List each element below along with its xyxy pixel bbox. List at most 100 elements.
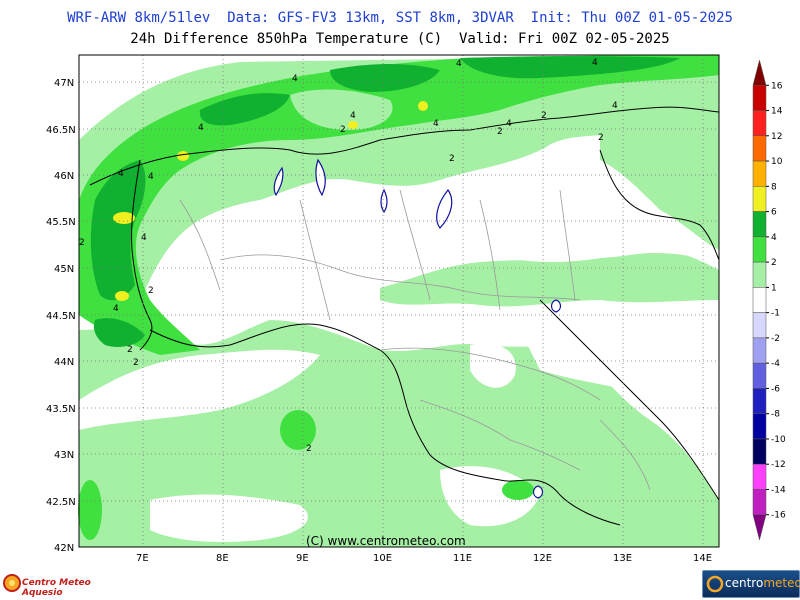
colorbar-segment (752, 287, 767, 313)
lon-label: 13E (613, 553, 632, 564)
contour-label: 2 (79, 238, 85, 248)
logo-left-text: Centro Meteo Aquesio (22, 578, 91, 598)
dark-green-core-south-west (93, 318, 145, 347)
lat-label: 45N (54, 264, 74, 275)
colorbar-tick-label: -14 (771, 485, 786, 495)
coastline-ligurian (149, 323, 621, 526)
lon-label: 11E (453, 553, 472, 564)
lon-label: 8E (216, 553, 229, 564)
map-frame (78, 54, 720, 548)
mid-green-spot-ligurian (280, 410, 316, 450)
colorbar-segment (752, 362, 767, 389)
contour-label: 2 (541, 111, 547, 121)
lon-label: 7E (136, 553, 149, 564)
white-area-tyrrhenian (79, 349, 320, 430)
contour-label: 4 (148, 172, 154, 182)
colorbar-tick-label: -16 (771, 511, 786, 521)
lat-label: 43N (54, 450, 74, 461)
white-area-central (470, 343, 516, 388)
sun-logo-icon (3, 574, 21, 592)
dark-green-core-north-1 (199, 93, 290, 126)
contour-label: 2 (133, 358, 139, 368)
lat-label: 44.5N (46, 311, 76, 322)
colorbar-tick-label: -1 (771, 309, 780, 319)
colorbar-segment (752, 211, 767, 238)
contour-label: 4 (350, 111, 356, 121)
colorbar-segment (752, 312, 767, 339)
colorbar-tick-label: 1 (771, 283, 777, 293)
lon-label: 14E (693, 553, 712, 564)
logo-centro-meteo-aquesio[interactable]: Centro Meteo Aquesio (0, 568, 110, 600)
border-slovenia (599, 149, 720, 261)
dark-green-core-north-2 (330, 64, 440, 92)
lat-label: 46.5N (46, 125, 76, 136)
colorbar-segment (752, 438, 767, 465)
colorbar-tick-label: -8 (771, 410, 780, 420)
colorbar-tick-label: 10 (771, 157, 783, 167)
contour-label: 4 (433, 119, 439, 129)
colorbar-tick-label: 4 (771, 233, 777, 243)
lake-maggiore (273, 166, 284, 197)
lat-label: 43.5N (46, 404, 76, 415)
white-area-po-valley (180, 214, 719, 302)
border-france (131, 159, 153, 351)
mid-green-pocket-north (290, 89, 393, 130)
copyright-text: (C) www.centrometeo.com (306, 534, 466, 548)
lake-como (315, 158, 326, 197)
colorbar-tick-label: 8 (771, 182, 777, 192)
colorbar-tick-label: 14 (771, 107, 783, 117)
dark-green-core-west (90, 160, 146, 301)
yellow-spot-1 (113, 212, 135, 224)
colorbar-segment (752, 186, 767, 212)
colorbar-segment (752, 59, 767, 86)
colorbar-segment (752, 413, 767, 440)
colorbar-segment (752, 85, 767, 111)
lon-label: 9E (296, 553, 309, 564)
lat-label: 42N (54, 543, 74, 554)
title-model-info: WRF-ARW 8km/51lev Data: GFS-FV3 13km, SS… (67, 10, 733, 26)
contour-labels: 4 4 4 4 4 4 4 4 4 4 4 4 2 2 2 2 2 2 2 2 … (79, 58, 618, 454)
contour-label: 4 (292, 74, 298, 84)
contour-label: 2 (449, 154, 455, 164)
colorbar-segment (752, 236, 767, 263)
lat-label: 45.5N (46, 217, 76, 228)
yellow-spot-3 (177, 151, 189, 161)
colorbar-segment (752, 489, 767, 515)
colorbar-segment (752, 110, 767, 137)
colorbar-segment (752, 463, 767, 490)
colorbar-tick-label: -10 (771, 435, 786, 445)
light-green-area-east (600, 115, 719, 251)
yellow-spot-5 (348, 121, 358, 129)
mid-green-pocket-east (479, 115, 560, 159)
colorbar-tick-label: -12 (771, 460, 786, 470)
globe-logo-icon (706, 575, 724, 593)
lat-label: 42.5N (46, 497, 76, 508)
colorbar-segment (752, 514, 767, 541)
white-area-adriatic (520, 326, 719, 460)
contour-label: 2 (127, 345, 133, 355)
contour-label: 4 (113, 304, 119, 314)
mid-green-alpine-band (79, 55, 719, 355)
border-swiss-austria (89, 106, 720, 186)
longitude-labels: 7E 8E 9E 10E 11E 12E 13E 14E (136, 553, 712, 564)
colorbar-tick-label: 12 (771, 132, 782, 142)
lake-garda (436, 188, 453, 229)
lake-iseo (380, 188, 388, 214)
contour-label: 4 (141, 233, 147, 243)
regional-borders (179, 189, 651, 491)
lon-label: 10E (373, 553, 392, 564)
latitude-labels: 47N 46.5N 46N 45.5N 45N 44.5N 44N 43.5N … (46, 78, 76, 554)
yellow-spot-2 (115, 291, 129, 301)
colorbar-tick-label: 2 (771, 258, 777, 268)
colorbar-tick-label: 16 (771, 81, 783, 91)
colorbar-tick-label: -6 (771, 384, 780, 394)
colorbar-tick-label: 6 (771, 208, 777, 218)
logo-centrometeo[interactable]: centrometeo (702, 570, 800, 598)
colorbar-segment (752, 160, 767, 187)
lake-trasimeno (550, 299, 562, 313)
map-panel: 4 4 4 4 4 4 4 4 4 4 4 4 2 2 2 2 2 2 2 2 … (78, 54, 720, 548)
dark-green-core-north-3 (460, 56, 680, 79)
contour-label: 4 (118, 169, 124, 179)
contour-label: 2 (148, 286, 154, 296)
mid-green-spot-sw (78, 480, 102, 540)
